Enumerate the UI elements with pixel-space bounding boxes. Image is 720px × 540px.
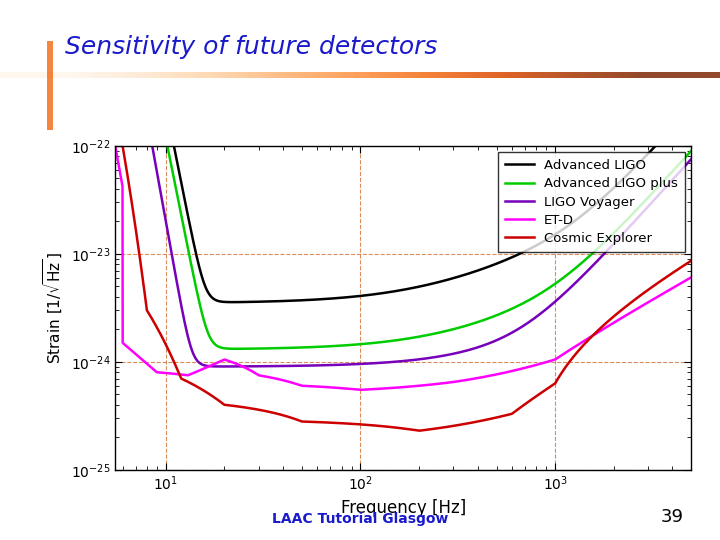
Cosmic Explorer — [111, 143, 120, 149]
Advanced LIGO plus — [176, 211, 185, 217]
Advanced LIGO plus — [687, 147, 696, 154]
Advanced LIGO plus — [332, 343, 341, 349]
ET-D — [176, 371, 185, 377]
LIGO Voyager — [357, 361, 366, 367]
Advanced LIGO — [613, 180, 622, 187]
ET-D — [613, 317, 622, 323]
Text: Sensitivity of future detectors: Sensitivity of future detectors — [65, 35, 437, 59]
Advanced LIGO plus — [613, 226, 622, 232]
LIGO Voyager — [676, 168, 685, 174]
Advanced LIGO plus — [211, 341, 220, 348]
Line: ET-D: ET-D — [115, 146, 691, 390]
LIGO Voyager — [332, 362, 341, 368]
LIGO Voyager — [218, 363, 227, 370]
ET-D — [357, 387, 366, 393]
Cosmic Explorer — [211, 395, 220, 401]
Advanced LIGO — [357, 293, 366, 299]
Y-axis label: Strain $[1/\sqrt{\rm{Hz}}\,]$: Strain $[1/\sqrt{\rm{Hz}}\,]$ — [42, 252, 65, 364]
LIGO Voyager — [687, 156, 696, 163]
ET-D — [332, 384, 341, 391]
Line: Advanced LIGO: Advanced LIGO — [115, 0, 691, 302]
Advanced LIGO — [332, 295, 341, 301]
X-axis label: Frequency [Hz]: Frequency [Hz] — [341, 499, 466, 517]
LIGO Voyager — [211, 363, 220, 370]
Advanced LIGO — [228, 299, 237, 305]
Advanced LIGO — [687, 104, 696, 111]
ET-D — [211, 360, 220, 367]
Cosmic Explorer — [332, 420, 341, 426]
Line: Cosmic Explorer: Cosmic Explorer — [115, 146, 691, 431]
Text: LAAC Tutorial Glasgow: LAAC Tutorial Glasgow — [272, 512, 448, 526]
ET-D — [676, 280, 685, 287]
ET-D — [687, 274, 696, 281]
ET-D — [356, 387, 365, 393]
Advanced LIGO plus — [233, 346, 241, 352]
LIGO Voyager — [613, 236, 622, 242]
Line: LIGO Voyager: LIGO Voyager — [115, 0, 691, 367]
Text: 39: 39 — [661, 509, 684, 526]
Legend: Advanced LIGO, Advanced LIGO plus, LIGO Voyager, ET-D, Cosmic Explorer: Advanced LIGO, Advanced LIGO plus, LIGO … — [498, 152, 685, 252]
Advanced LIGO plus — [676, 160, 685, 166]
Advanced LIGO plus — [357, 341, 366, 347]
Advanced LIGO — [676, 117, 685, 123]
Advanced LIGO — [211, 296, 220, 303]
Cosmic Explorer — [687, 258, 696, 264]
ET-D — [111, 143, 120, 149]
LIGO Voyager — [176, 300, 185, 307]
Cosmic Explorer — [676, 265, 685, 271]
Cosmic Explorer — [356, 421, 365, 428]
Cosmic Explorer — [415, 428, 423, 434]
Line: Advanced LIGO plus: Advanced LIGO plus — [115, 0, 691, 349]
Advanced LIGO — [176, 178, 185, 184]
Cosmic Explorer — [176, 375, 185, 381]
Cosmic Explorer — [613, 309, 622, 316]
